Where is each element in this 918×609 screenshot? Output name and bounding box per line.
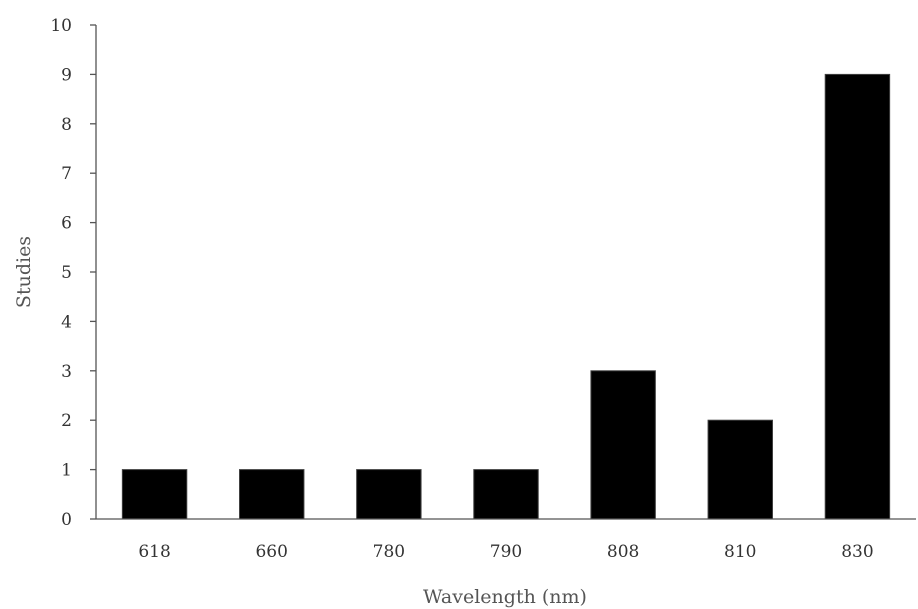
y-tick-label: 10 bbox=[50, 16, 72, 36]
bar-660 bbox=[239, 469, 305, 520]
y-tick-label: 6 bbox=[61, 214, 72, 234]
y-tick-label: 5 bbox=[61, 263, 72, 283]
bar-810 bbox=[707, 419, 773, 520]
bar-808 bbox=[590, 370, 656, 520]
bar-790 bbox=[473, 469, 539, 520]
bars bbox=[121, 73, 891, 520]
y-tick-label: 7 bbox=[61, 164, 72, 184]
y-tick-label: 0 bbox=[61, 510, 72, 530]
bar-780 bbox=[356, 469, 422, 520]
x-tick-label: 780 bbox=[373, 542, 405, 562]
y-tick-label: 8 bbox=[61, 115, 72, 135]
x-tick-label: 810 bbox=[724, 542, 756, 562]
x-tick-label: 618 bbox=[138, 542, 170, 562]
x-tick-label: 808 bbox=[607, 542, 639, 562]
y-tick-label: 3 bbox=[61, 362, 72, 382]
x-tick-label: 830 bbox=[841, 542, 873, 562]
x-tick-label: 660 bbox=[255, 542, 287, 562]
x-tick-label: 790 bbox=[490, 542, 522, 562]
y-tick-label: 1 bbox=[61, 461, 72, 481]
y-axis-title: Studies bbox=[13, 236, 35, 308]
bar-830 bbox=[824, 73, 891, 520]
x-axis-tick-labels: 618 660 780 790 808 810 830 bbox=[138, 542, 873, 562]
y-axis-ticks: 0 1 2 3 4 5 6 7 8 9 10 bbox=[50, 16, 96, 530]
y-tick-label: 4 bbox=[61, 312, 72, 332]
y-tick-label: 2 bbox=[61, 411, 72, 431]
y-tick-label: 9 bbox=[61, 65, 72, 85]
bar-618 bbox=[121, 469, 188, 520]
x-axis-title: Wavelength (nm) bbox=[423, 586, 587, 608]
